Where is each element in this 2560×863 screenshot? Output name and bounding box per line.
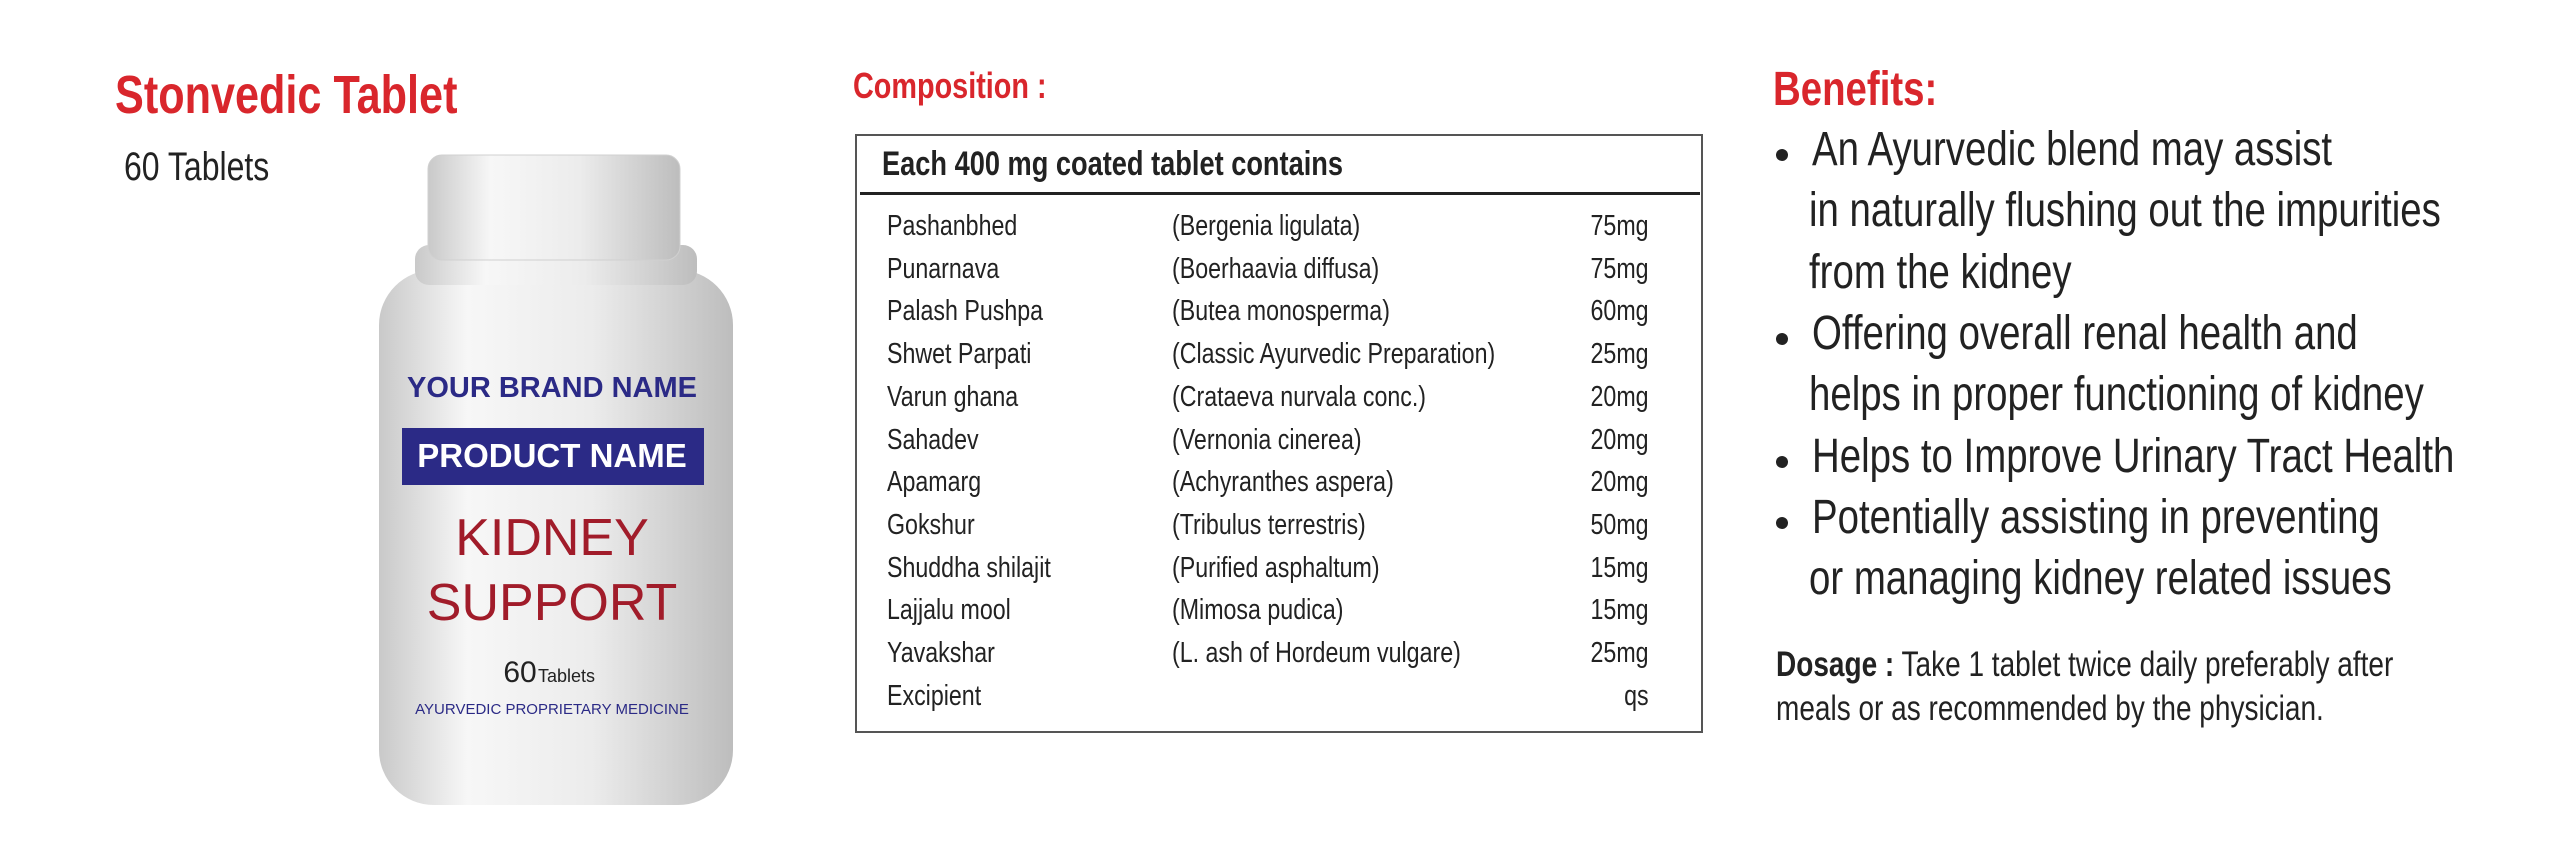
bullet [1776,516,1788,529]
ingredient-amount: 15mg [1590,551,1649,584]
ingredient-source: (Bergenia ligulata) [1172,210,1361,242]
table-header: Each 400 mg coated tablet contains [882,145,1344,183]
ingredient-source: (Achyranthes aspera) [1172,466,1394,499]
count-unit: Tablets [538,666,595,686]
ingredient-amount: 15mg [1590,594,1649,627]
ingredient-name: Yavakshar [887,637,995,669]
ingredient-source: (Crataeva nurvala conc.) [1172,380,1427,413]
dosage-text: meals or as recommended by the physician… [1776,689,2324,728]
benefit-line: Potentially assisting in preventing [1812,490,2380,544]
ingredient-name: Punarnava [887,252,1000,285]
composition-table [855,134,1703,733]
dosage-line: Dosage : Take 1 tablet twice daily prefe… [1776,647,2393,682]
category: AYURVEDIC PROPRIETARY MEDICINE [415,701,689,718]
benefit-line: helps in proper functioning of kidney [1809,368,2424,422]
ingredient-source: (L. ash of Hordeum vulgare) [1172,637,1461,669]
composition-title: Composition : [853,65,1047,106]
count: 60 [503,656,536,689]
ingredient-amount: 75mg [1590,210,1649,242]
ingredient-amount: 75mg [1590,252,1649,285]
ingredient-amount: 20mg [1590,380,1649,413]
ingredient-amount: 20mg [1590,466,1649,499]
header-rule [860,192,1700,195]
brand: YOUR BRAND NAME [407,372,697,404]
ingredient-name: Apamarg [887,466,982,499]
bullet [1776,149,1788,161]
ingredient-name: Varun ghana [887,380,1019,413]
ingredient-name: Excipient [887,679,982,712]
label-line: KIDNEY [455,509,649,567]
subtitle: 60 Tablets [124,145,270,189]
benefit-line: in naturally flushing out the impurities [1809,184,2441,238]
dosage-text: Take 1 tablet twice daily preferably aft… [1901,645,2394,684]
benefit-line: from the kidney [1809,245,2072,299]
product: PRODUCT NAME [417,437,687,474]
ingredient-name: Sahadev [887,423,979,456]
bullet [1776,455,1788,468]
benefit-line: An Ayurvedic blend may assist [1812,123,2333,176]
product-bottle: YOUR BRAND NAME PRODUCT NAME KIDNEY SUPP… [379,154,733,805]
ingredient-source: (Boerhaavia diffusa) [1172,252,1380,285]
ingredient-amount: 50mg [1590,508,1649,541]
benefit-line: Helps to Improve Urinary Tract Health [1812,429,2455,483]
ingredient-source: (Classic Ayurvedic Preparation) [1172,338,1496,371]
ingredient-name: Palash Pushpa [887,295,1044,328]
bottle-body [379,270,733,805]
ingredient-source: (Butea monosperma) [1172,295,1390,328]
ingredient-name: Pashanbhed [887,210,1018,242]
ingredient-source: (Mimosa pudica) [1172,594,1344,627]
ingredient-amount: 60mg [1590,295,1649,328]
ingredient-name: Shwet Parpati [887,338,1032,371]
ingredient-name: Lajjalu mool [887,594,1011,627]
ingredient-name: Gokshur [887,508,975,541]
label-line: SUPPORT [427,574,677,632]
product-band [402,428,704,485]
benefit-line: Offering overall renal health and [1812,306,2358,360]
ingredient-amount: 25mg [1590,637,1649,669]
ingredient-amount: qs [1624,679,1649,712]
benefits-title: Benefits: [1773,63,1938,116]
ingredient-amount: 20mg [1590,423,1649,456]
ingredient-amount: 25mg [1590,338,1649,371]
benefit-line: or managing kidney related issues [1809,552,2392,606]
ingredient-source: (Purified asphaltum) [1172,551,1380,584]
ingredient-name: Shuddha shilajit [887,551,1051,584]
ingredient-source: (Vernonia cinerea) [1172,423,1362,456]
ingredient-source: (Tribulus terrestris) [1172,508,1366,541]
bottle-cap [427,154,681,261]
title: Stonvedic Tablet [115,65,458,125]
dosage-label: Dosage : [1776,645,1895,684]
bullet [1776,332,1788,345]
